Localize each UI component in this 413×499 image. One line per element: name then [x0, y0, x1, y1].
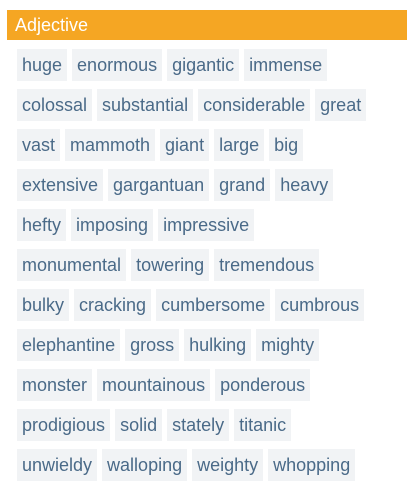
word-tag-imposing[interactable]: imposing — [71, 209, 154, 241]
word-tag-whopping[interactable]: whopping — [268, 449, 356, 481]
word-tag-prodigious[interactable]: prodigious — [17, 409, 111, 441]
word-tag-immense[interactable]: immense — [244, 49, 328, 81]
word-tag-elephantine[interactable]: elephantine — [17, 329, 121, 361]
word-tag-mountainous[interactable]: mountainous — [97, 369, 211, 401]
word-tag-walloping[interactable]: walloping — [102, 449, 188, 481]
word-tag-gigantic[interactable]: gigantic — [167, 49, 240, 81]
word-tag-towering[interactable]: towering — [131, 249, 210, 281]
word-tag-impressive[interactable]: impressive — [158, 209, 255, 241]
word-tag-heavy[interactable]: heavy — [275, 169, 334, 201]
word-tag-list: huge enormous gigantic immense colossal subst… — [7, 40, 407, 489]
word-tag-mighty[interactable]: mighty — [256, 329, 320, 361]
word-tag-colossal[interactable]: colossal — [17, 89, 93, 121]
word-tag-vast[interactable]: vast — [17, 129, 61, 161]
word-tag-cumbrous[interactable]: cumbrous — [275, 289, 365, 321]
word-tag-monumental[interactable]: monumental — [17, 249, 127, 281]
word-tag-cumbersome[interactable]: cumbersome — [156, 289, 271, 321]
word-tag-great[interactable]: great — [315, 89, 367, 121]
word-tag-extensive[interactable]: extensive — [17, 169, 104, 201]
word-tag-grand[interactable]: grand — [214, 169, 271, 201]
word-tag-huge[interactable]: huge — [17, 49, 68, 81]
word-tag-big[interactable]: big — [269, 129, 304, 161]
word-tag-unwieldy[interactable]: unwieldy — [17, 449, 98, 481]
word-tag-gross[interactable]: gross — [125, 329, 180, 361]
word-tag-titanic[interactable]: titanic — [234, 409, 292, 441]
word-tag-gargantuan[interactable]: gargantuan — [108, 169, 210, 201]
word-tag-giant[interactable]: giant — [160, 129, 210, 161]
word-tag-mammoth[interactable]: mammoth — [65, 129, 156, 161]
word-tag-hulking[interactable]: hulking — [184, 329, 252, 361]
word-tag-cracking[interactable]: cracking — [74, 289, 152, 321]
word-tag-tremendous[interactable]: tremendous — [214, 249, 320, 281]
word-tag-bulky[interactable]: bulky — [17, 289, 70, 321]
word-tag-substantial[interactable]: substantial — [97, 89, 194, 121]
word-tag-enormous[interactable]: enormous — [72, 49, 163, 81]
word-tag-solid[interactable]: solid — [115, 409, 163, 441]
section-header: Adjective — [7, 10, 407, 40]
word-tag-considerable[interactable]: considerable — [198, 89, 311, 121]
word-tag-large[interactable]: large — [214, 129, 265, 161]
word-tag-ponderous[interactable]: ponderous — [215, 369, 311, 401]
word-tag-monster[interactable]: monster — [17, 369, 93, 401]
word-tag-stately[interactable]: stately — [167, 409, 230, 441]
word-tag-hefty[interactable]: hefty — [17, 209, 67, 241]
word-tag-weighty[interactable]: weighty — [192, 449, 264, 481]
